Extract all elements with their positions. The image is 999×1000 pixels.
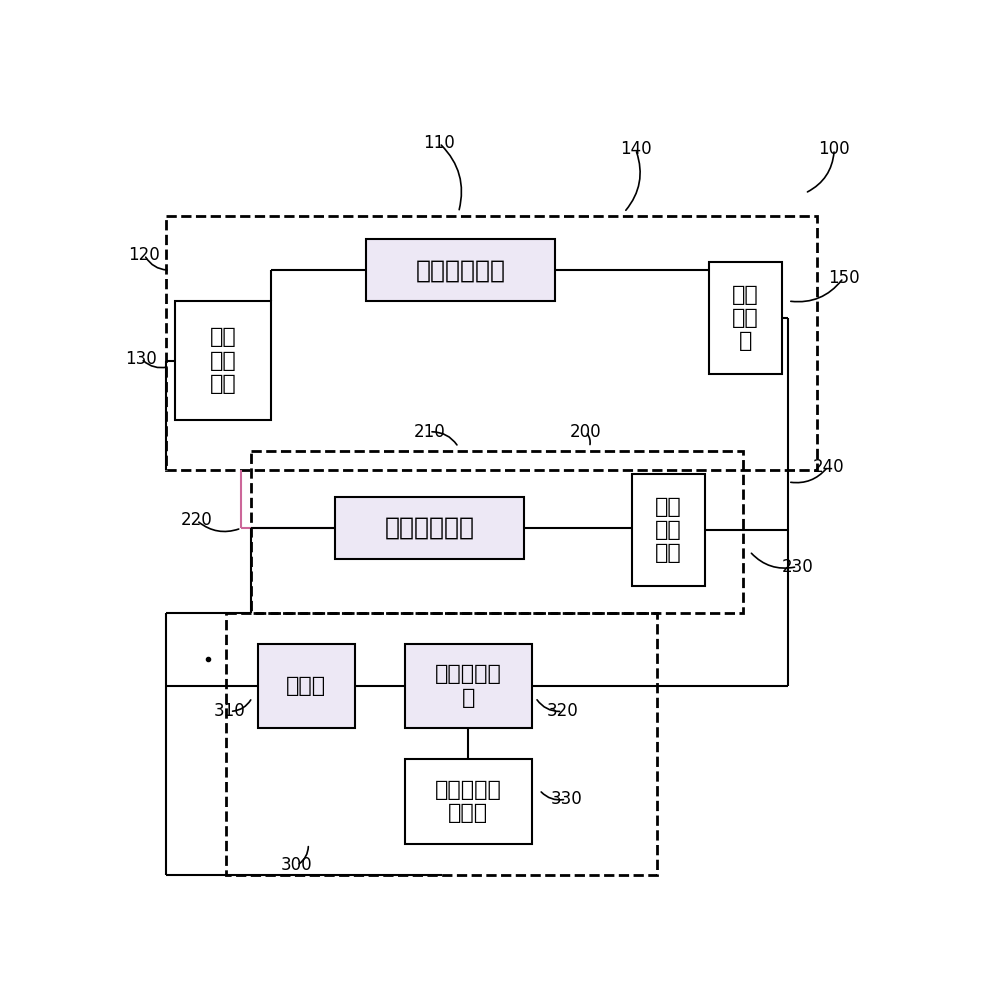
- Text: 辅助
循环
水泵: 辅助 循环 水泵: [655, 497, 681, 563]
- Text: 100: 100: [818, 140, 850, 158]
- Bar: [259, 644, 355, 728]
- Text: 煮茧槽: 煮茧槽: [287, 676, 327, 696]
- Bar: [166, 216, 816, 470]
- Bar: [366, 239, 554, 301]
- Text: 150: 150: [827, 269, 859, 287]
- Bar: [405, 759, 531, 844]
- Text: 200: 200: [569, 423, 601, 441]
- Bar: [405, 644, 531, 728]
- Bar: [336, 497, 523, 559]
- Text: 300: 300: [281, 856, 313, 874]
- Text: 210: 210: [414, 423, 446, 441]
- Text: 220: 220: [181, 511, 213, 529]
- Text: 230: 230: [781, 558, 813, 576]
- Bar: [175, 301, 272, 420]
- Text: 太阳能加热器: 太阳能加热器: [416, 258, 505, 282]
- Text: 310: 310: [214, 702, 246, 720]
- Text: 辅助电加热器: 辅助电加热器: [385, 516, 475, 540]
- Bar: [226, 613, 657, 875]
- Text: 水温
调节
机构: 水温 调节 机构: [210, 327, 237, 394]
- Text: 320: 320: [546, 702, 578, 720]
- Bar: [708, 262, 782, 374]
- Text: 130: 130: [125, 350, 157, 368]
- Bar: [631, 474, 705, 586]
- Text: 120: 120: [129, 246, 160, 264]
- Text: 240: 240: [812, 458, 844, 476]
- Bar: [251, 451, 743, 613]
- Text: 110: 110: [424, 134, 456, 152]
- Text: 废水过滤设
备: 废水过滤设 备: [435, 664, 501, 708]
- Text: 330: 330: [550, 790, 582, 808]
- Text: 主循
环水
泵: 主循 环水 泵: [732, 285, 758, 351]
- Text: 140: 140: [619, 140, 651, 158]
- Text: 废水处理回
收设备: 废水处理回 收设备: [435, 780, 501, 823]
